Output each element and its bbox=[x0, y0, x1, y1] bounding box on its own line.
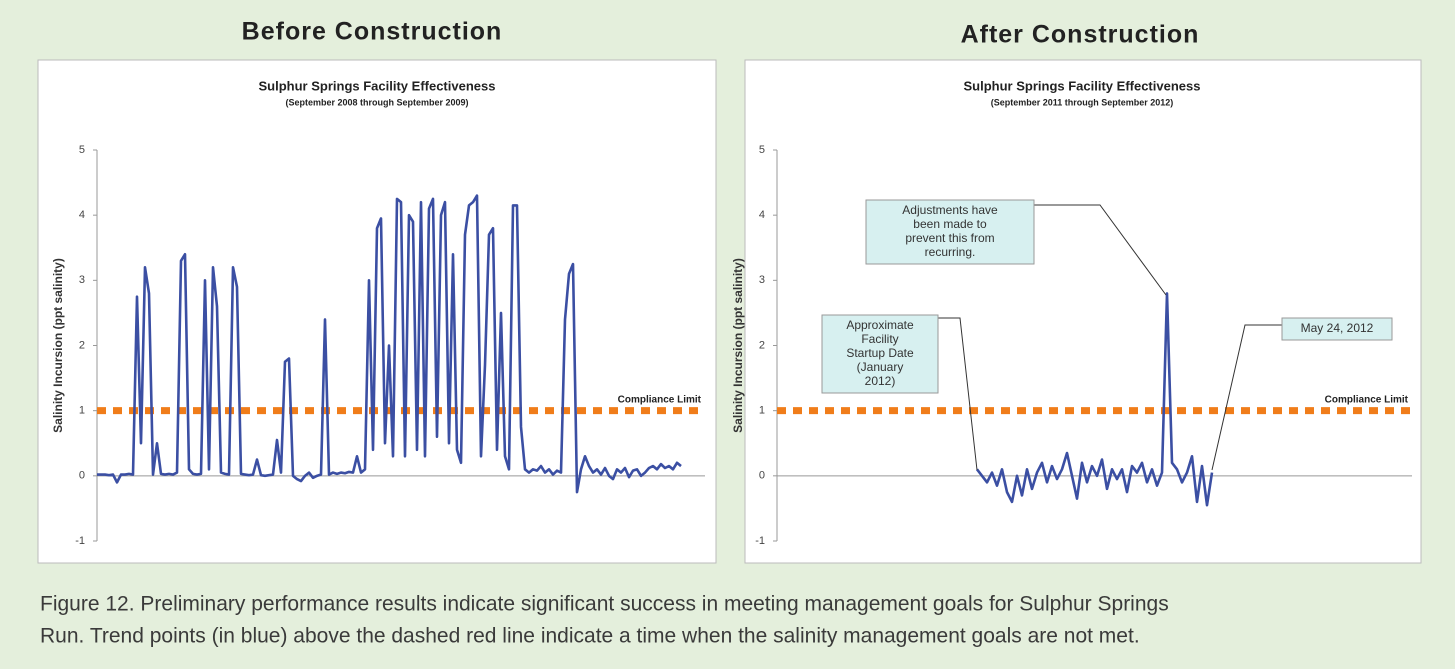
y-tick-label: 3 bbox=[79, 274, 85, 286]
data-line bbox=[975, 292, 1214, 507]
caption: Figure 12. Preliminary performance resul… bbox=[40, 593, 1169, 616]
leader-line bbox=[938, 317, 978, 471]
y-axis-label: Salinity Incursion (ppt salinity) bbox=[51, 258, 65, 433]
y-tick-label: -1 bbox=[75, 535, 85, 547]
annotation-box bbox=[821, 314, 939, 394]
y-tick-label: 2 bbox=[79, 339, 85, 351]
y-axis-label: Salinity Incursion (ppt salinity) bbox=[731, 258, 745, 433]
annotation-text: (January bbox=[857, 360, 904, 374]
annotation-text: Adjustments have bbox=[902, 203, 998, 217]
annotation-text: recurring. bbox=[925, 245, 976, 259]
compliance-label: Compliance Limit bbox=[618, 394, 702, 405]
data-line bbox=[97, 194, 682, 494]
annotation-text: Facility bbox=[861, 332, 898, 346]
y-tick-label: 1 bbox=[759, 405, 765, 417]
annotation-box bbox=[1281, 317, 1393, 341]
annotation-text: May 24, 2012 bbox=[1301, 321, 1374, 335]
y-tick-label: 5 bbox=[759, 144, 765, 156]
annotation-text: Startup Date bbox=[846, 346, 914, 360]
chart-title: Sulphur Springs Facility Effectiveness bbox=[964, 78, 1201, 93]
compliance-label: Compliance Limit bbox=[1325, 394, 1409, 405]
annotation-text: Approximate bbox=[846, 318, 914, 332]
y-tick-label: 3 bbox=[759, 274, 765, 286]
panel-title: After Construction bbox=[961, 21, 1200, 49]
chart-title: Sulphur Springs Facility Effectiveness bbox=[259, 78, 496, 93]
annotation-text: been made to bbox=[913, 217, 987, 231]
chart-subtitle: (September 2008 through September 2009) bbox=[285, 97, 468, 107]
panel-title: Before Construction bbox=[242, 18, 503, 46]
leader-line bbox=[1211, 324, 1282, 471]
leader-line bbox=[1034, 204, 1167, 296]
right-panel bbox=[744, 59, 1422, 564]
annotation-text: prevent this from bbox=[905, 231, 994, 245]
y-tick-label: 0 bbox=[79, 470, 85, 482]
left-panel bbox=[37, 59, 717, 564]
annotation-box bbox=[865, 199, 1035, 265]
chart-subtitle: (September 2011 through September 2012) bbox=[991, 97, 1174, 107]
y-tick-label: 1 bbox=[79, 405, 85, 417]
annotation-text: 2012) bbox=[865, 374, 896, 388]
y-tick-label: 4 bbox=[759, 209, 765, 221]
y-tick-label: 4 bbox=[79, 209, 85, 221]
y-tick-label: 0 bbox=[759, 470, 765, 482]
caption: Run. Trend points (in blue) above the da… bbox=[40, 625, 1140, 648]
y-tick-label: -1 bbox=[755, 535, 765, 547]
y-tick-label: 2 bbox=[759, 339, 765, 351]
y-tick-label: 5 bbox=[79, 144, 85, 156]
